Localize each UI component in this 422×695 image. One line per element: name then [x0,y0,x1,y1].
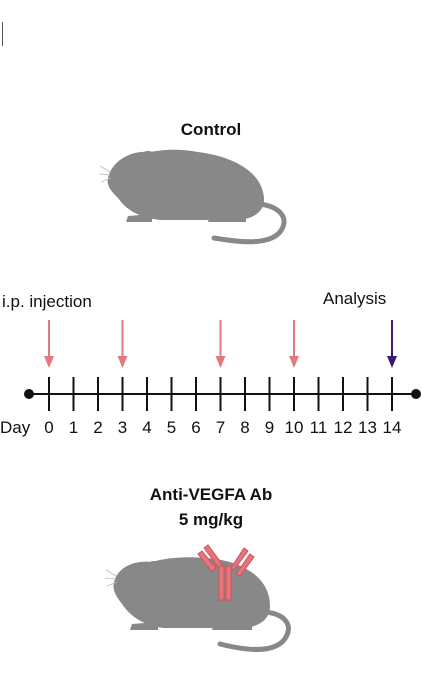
analysis-arrow [387,320,397,368]
day-tick-label: 4 [142,418,152,437]
day-tick-label: 13 [358,418,377,437]
timeline-end-dot [411,389,421,399]
control-title: Control [180,120,242,139]
antibody-icon [197,544,255,601]
day-tick-label: 1 [68,418,79,437]
timeline-start-dot [24,389,34,399]
day-tick-label: 6 [191,418,201,437]
day-tick-label: 8 [240,418,250,437]
day-tick-label: 7 [215,418,226,437]
day-label: Day [0,418,31,437]
injection-arrow [289,320,299,368]
treatment-title-line2: 5 mg/kg [178,510,244,529]
treatment-title-line1: Anti-VEGFA Ab [149,485,273,504]
day-tick-label: 14 [382,418,402,437]
injection-arrow [44,320,54,368]
day-tick-label: 5 [166,418,177,437]
day-tick-label: 0 [44,418,54,437]
injection-label: i.p. injection [2,292,92,311]
injection-arrow [117,320,128,368]
day-tick-label: 12 [333,418,353,437]
day-tick-label: 9 [264,418,275,437]
day-tick-label: 3 [117,418,128,437]
edge-mark [2,22,3,46]
analysis-label: Analysis [323,289,387,308]
day-tick-label: 11 [309,418,328,437]
injection-arrow [215,320,226,368]
day-tick-label: 10 [284,418,304,437]
day-tick-label: 2 [93,418,103,437]
